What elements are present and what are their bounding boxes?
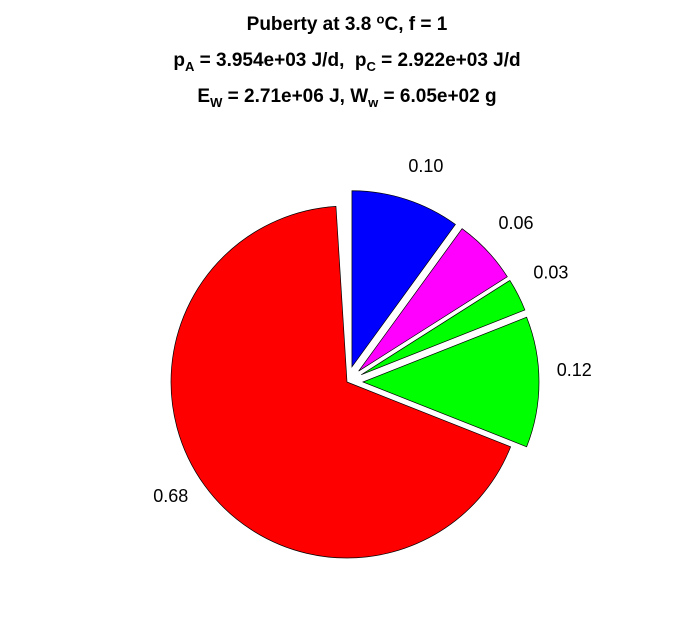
pie-slice — [358, 228, 508, 372]
slice-value-label: 0.12 — [557, 360, 592, 380]
pie-slice — [361, 279, 526, 376]
slice-label: 0.03 — [533, 263, 568, 283]
text-part: C, f = 1 — [385, 14, 448, 35]
text-part: = 2.922e+03 J/d — [376, 50, 521, 71]
slice-label: 0.10 — [408, 156, 443, 176]
text-part: w — [367, 95, 379, 110]
slice-value-label: 0.68 — [153, 486, 188, 506]
slice-value-label: 0.10 — [408, 156, 443, 176]
pie-slice — [362, 316, 540, 448]
slice-label: 0.12 — [557, 360, 592, 380]
text-part: Puberty at 3.8 — [247, 14, 377, 35]
chart-title: Puberty at 3.8 oC, f = 1 — [247, 12, 448, 36]
slice-label: 0.06 — [499, 213, 534, 233]
slice-value-label: 0.06 — [499, 213, 534, 233]
pie-slice — [170, 205, 512, 559]
text-part: E — [197, 86, 210, 107]
chart-title: EW = 2.71e+06 J, Ww = 6.05e+02 g — [197, 86, 496, 110]
pie-slice — [351, 190, 456, 368]
chart-title: pA = 3.954e+03 J/d, pC = 2.922e+03 J/d — [173, 50, 520, 74]
slice-value-label: 0.03 — [533, 263, 568, 283]
text-part: = 2.71e+06 J, W — [222, 86, 368, 107]
slice-label: 0.68 — [153, 486, 188, 506]
text-part: A — [185, 59, 195, 74]
text-part: = 6.05e+02 g — [378, 86, 496, 107]
text-part: = 3.954e+03 J/d, p — [194, 50, 366, 71]
text-part: C — [367, 59, 377, 74]
text-part: p — [173, 50, 185, 71]
text-part: W — [210, 95, 223, 110]
text-part: o — [377, 12, 385, 27]
